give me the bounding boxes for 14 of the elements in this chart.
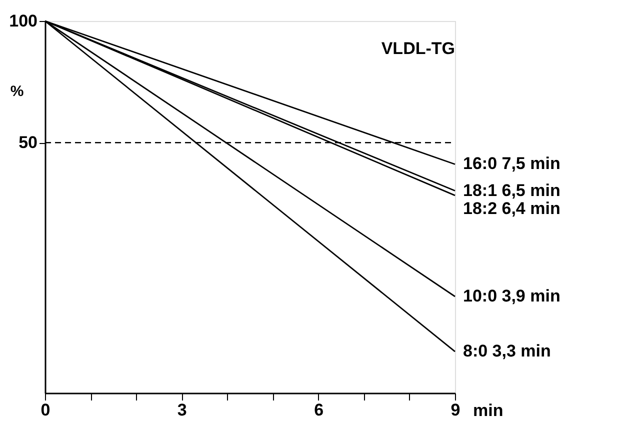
x-axis-title: min	[473, 401, 504, 420]
y-tick-label: 100	[9, 12, 38, 30]
y-axis-title: %	[10, 83, 24, 100]
series-label: 18:2 6,4 min	[463, 198, 560, 218]
x-tick-label: 3	[177, 400, 187, 420]
series-label: 8:0 3,3 min	[463, 342, 551, 361]
x-tick-label: 0	[40, 400, 50, 420]
series-label: 16:0 7,5 min	[463, 154, 560, 174]
x-tick-label: 9	[450, 400, 460, 420]
series-label: 10:0 3,9 min	[463, 286, 560, 306]
series-label: 18:1 6,5 min	[463, 180, 560, 200]
text: VLDL-TG	[381, 39, 455, 58]
x-tick-label: 6	[314, 400, 324, 420]
y-tick-label: 50	[18, 133, 38, 152]
